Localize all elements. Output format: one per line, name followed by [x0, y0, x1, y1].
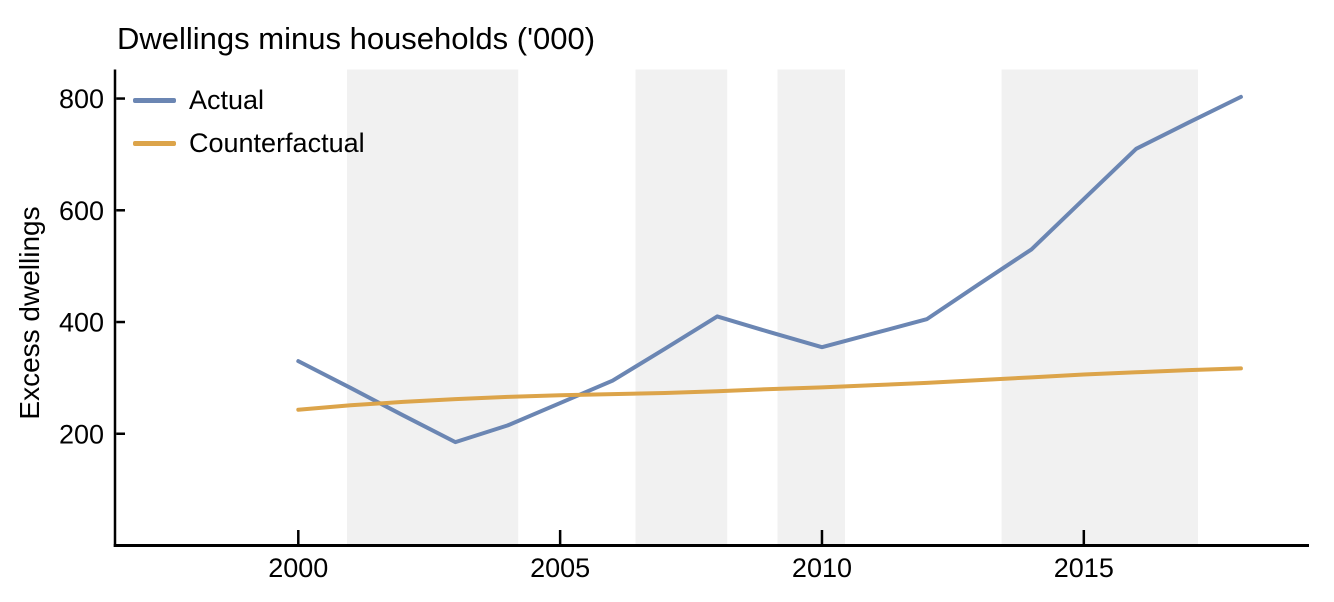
- legend-label-actual: Actual: [189, 84, 265, 115]
- shaded-band-4: [1001, 69, 1198, 544]
- x-tick-label-2015: 2015: [1054, 553, 1114, 583]
- shaded-band-2: [635, 69, 728, 544]
- shaded-band-3: [777, 69, 846, 544]
- legend-swatch-counterfactual-line: [133, 140, 176, 146]
- y-tick-label-400: 400: [59, 308, 104, 338]
- legend-label-counterfactual: Counterfactual: [189, 127, 365, 158]
- y-tick-label-800: 800: [59, 84, 104, 114]
- x-tick-label-2005: 2005: [530, 553, 590, 583]
- x-tick-label-2010: 2010: [792, 553, 852, 583]
- y-tick-label-600: 600: [59, 196, 104, 226]
- legend-item-counterfactual: Counterfactual: [133, 127, 365, 158]
- chart-title: Dwellings minus households ('000): [117, 21, 596, 56]
- y-tick-label-200: 200: [59, 419, 104, 449]
- legend-item-actual: Actual: [133, 84, 365, 115]
- series-line-counterfactual: [296, 366, 1243, 412]
- legend-swatch-actual-line: [133, 97, 176, 103]
- shaded-band-1: [346, 69, 519, 544]
- series-line-actual: [296, 94, 1243, 445]
- x-tick-label-2000: 2000: [268, 553, 328, 583]
- legend: Actual Counterfactual: [133, 84, 365, 172]
